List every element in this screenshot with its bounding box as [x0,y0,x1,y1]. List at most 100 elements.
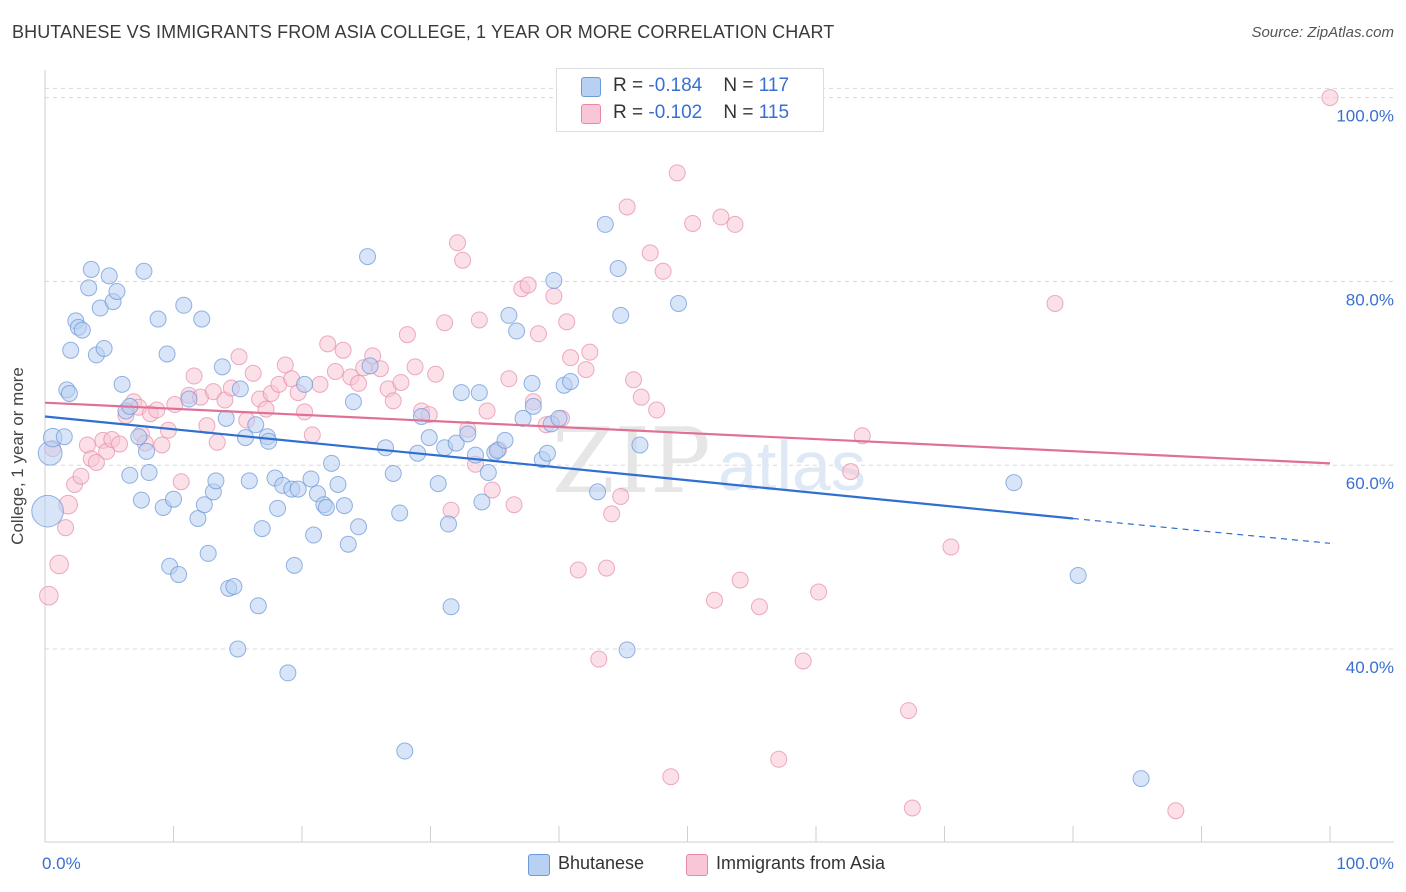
data-point-bhutanese [231,380,249,398]
data-point-immigrants [625,371,643,389]
data-point-bhutanese [1069,566,1087,584]
data-point-bhutanese [350,518,368,536]
data-point-bhutanese [253,520,271,538]
trend-line-bhutanese-extension [1072,517,1331,544]
data-point-immigrants [185,367,203,385]
data-point-immigrants [303,426,321,444]
data-point-immigrants [198,417,216,435]
data-point-bhutanese [100,267,118,285]
data-point-bhutanese [140,464,158,482]
data-point-immigrants [111,435,129,453]
data-point-bhutanese [452,384,470,402]
data-point-immigrants [648,401,666,419]
data-point-bhutanese [31,494,64,528]
data-point-bhutanese [247,416,265,434]
data-point-bhutanese [305,526,323,544]
data-point-bhutanese [73,321,91,339]
data-point-bhutanese [361,357,379,375]
data-point-bhutanese [545,271,563,289]
data-point-immigrants [478,402,496,420]
data-point-immigrants [470,311,488,329]
data-point-bhutanese [524,397,542,415]
legend-r-label: R = [613,75,649,96]
data-point-immigrants [505,496,523,514]
data-point-immigrants [590,650,608,668]
legend-r-value: -0.102 [648,102,703,123]
data-point-immigrants [641,244,659,262]
data-point-bhutanese [193,310,211,328]
data-point-immigrants [529,325,547,343]
data-point-immigrants [770,750,788,768]
legend-swatch-blue [528,854,550,876]
data-point-bhutanese [612,306,630,324]
chart-title: BHUTANESE VS IMMIGRANTS FROM ASIA COLLEG… [12,22,835,42]
data-point-bhutanese [199,544,217,562]
data-point-bhutanese [562,373,580,391]
data-point-bhutanese [165,490,182,508]
data-point-bhutanese [391,504,409,522]
data-point-bhutanese [377,439,395,457]
data-point-bhutanese [550,409,568,427]
source-label: Source: ZipAtlas.com [1251,24,1394,41]
data-point-bhutanese [149,310,167,328]
y-tick-label: 60.0% [1346,474,1394,493]
data-point-immigrants [350,374,368,392]
data-point-immigrants [172,473,190,491]
legend-swatch-pink [686,854,708,876]
data-point-bhutanese [217,409,235,427]
data-point-bhutanese [323,454,341,472]
data-point-bhutanese [631,436,649,454]
data-point-bhutanese [459,425,477,443]
data-point-immigrants [794,652,812,670]
y-tick-labels: 40.0% 60.0% 80.0% 100.0% [1336,107,1394,677]
data-point-immigrants [654,262,672,280]
data-point-bhutanese [121,466,139,484]
data-point-bhutanese [1005,474,1023,492]
data-point-immigrants [204,383,222,401]
data-point-bhutanese [317,498,335,516]
data-point-immigrants [731,571,749,589]
data-point-bhutanese [302,470,320,488]
data-point-immigrants [853,427,871,445]
data-point-bhutanese [500,306,518,324]
legend-n-value: 117 [758,75,790,96]
data-point-bhutanese [55,428,73,446]
data-point-bhutanese [229,640,247,658]
x-tick-label: 100.0% [1336,854,1394,873]
data-point-bhutanese [447,434,465,452]
data-point-bhutanese [132,491,150,509]
data-point-immigrants [900,702,918,720]
data-point-immigrants [1321,89,1339,107]
data-point-immigrants [448,234,466,252]
data-point-bhutanese [285,556,303,574]
data-point-immigrants [705,591,723,609]
data-point-immigrants [632,388,650,406]
trend-lines [44,401,1331,544]
data-point-immigrants [577,361,595,379]
y-tick-label: 40.0% [1346,658,1394,677]
data-point-bhutanese [260,432,278,450]
data-point-immigrants [398,326,416,344]
data-point-bhutanese [335,497,353,515]
y-tick-label: 80.0% [1346,290,1394,309]
data-point-bhutanese [429,475,447,493]
data-point-bhutanese [473,493,491,511]
data-point-immigrants [276,356,294,374]
data-point-bhutanese [413,407,431,425]
data-point-immigrants [598,559,616,577]
legend-swatch-pink [581,104,601,124]
data-point-immigrants [148,401,166,419]
data-point-immigrants [483,481,501,499]
data-point-immigrants [442,501,460,519]
data-point-immigrants [810,583,828,601]
data-point-immigrants [244,364,262,382]
data-point-immigrants [1046,294,1064,312]
data-point-immigrants [562,349,580,367]
data-point-bhutanese [279,664,297,682]
legend-n-label: N = [723,75,759,96]
data-point-immigrants [712,208,730,226]
data-point-bhutanese [249,597,267,615]
data-point-immigrants [392,373,410,391]
data-point-bhutanese [508,322,526,340]
data-point-bhutanese [420,429,438,447]
